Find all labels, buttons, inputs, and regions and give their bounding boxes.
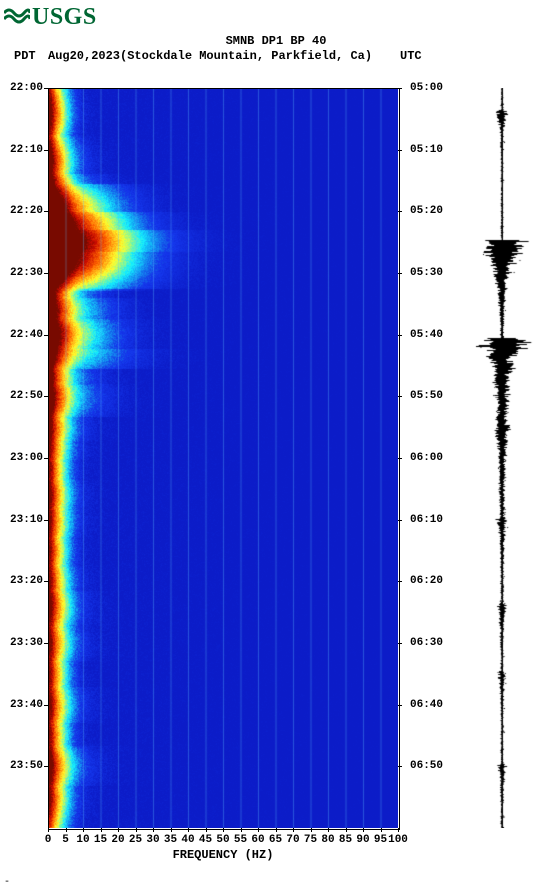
spectrogram-plot (48, 88, 398, 828)
y-tick-left: 22:20 (10, 205, 43, 217)
x-tick: 75 (304, 834, 317, 846)
x-tick: 25 (129, 834, 142, 846)
x-tick: 40 (181, 834, 194, 846)
y-tick-left: 23:00 (10, 452, 43, 464)
x-tick: 95 (374, 834, 387, 846)
x-tick: 5 (62, 834, 69, 846)
corner-mark: - (4, 877, 10, 888)
y-tick-left: 22:40 (10, 329, 43, 341)
x-tick: 0 (45, 834, 52, 846)
y-tick-right: 05:20 (410, 205, 443, 217)
y-tick-right: 06:50 (410, 760, 443, 772)
usgs-logo: USGS (4, 4, 97, 31)
tz-right-label: UTC (400, 49, 422, 63)
logo-text: USGS (32, 4, 97, 31)
x-axis-label: FREQUENCY (HZ) (48, 848, 398, 862)
x-tick: 70 (286, 834, 299, 846)
y-tick-right: 05:10 (410, 144, 443, 156)
y-tick-left: 23:20 (10, 575, 43, 587)
y-tick-left: 22:50 (10, 390, 43, 402)
tz-left-label: PDT (14, 49, 36, 63)
x-tick: 65 (269, 834, 282, 846)
x-tick: 20 (111, 834, 124, 846)
y-tick-left: 23:50 (10, 760, 43, 772)
x-tick: 100 (388, 834, 408, 846)
x-tick: 60 (251, 834, 264, 846)
y-tick-left: 22:30 (10, 267, 43, 279)
x-tick: 80 (321, 834, 334, 846)
y-tick-right: 06:20 (410, 575, 443, 587)
x-tick: 35 (164, 834, 177, 846)
y-tick-left: 23:40 (10, 699, 43, 711)
x-tick: 30 (146, 834, 159, 846)
y-tick-right: 05:00 (410, 82, 443, 94)
y-tick-left: 22:10 (10, 144, 43, 156)
x-tick: 15 (94, 834, 107, 846)
y-tick-left: 23:30 (10, 637, 43, 649)
y-tick-right: 05:40 (410, 329, 443, 341)
x-tick: 90 (356, 834, 369, 846)
x-tick: 50 (216, 834, 229, 846)
y-tick-right: 06:40 (410, 699, 443, 711)
y-tick-right: 06:30 (410, 637, 443, 649)
y-tick-left: 23:10 (10, 514, 43, 526)
spectrogram-canvas (48, 88, 398, 828)
y-tick-right: 05:50 (410, 390, 443, 402)
x-tick: 85 (339, 834, 352, 846)
seismogram-trace (460, 88, 545, 828)
y-tick-right: 06:00 (410, 452, 443, 464)
trace-canvas (460, 88, 545, 828)
logo-wave-icon (4, 5, 30, 30)
y-tick-right: 05:30 (410, 267, 443, 279)
x-tick: 55 (234, 834, 247, 846)
y-tick-right: 06:10 (410, 514, 443, 526)
x-tick: 10 (76, 834, 89, 846)
x-tick: 45 (199, 834, 212, 846)
y-tick-left: 22:00 (10, 82, 43, 94)
station-label: Aug20,2023(Stockdale Mountain, Parkfield… (48, 49, 372, 63)
chart-title: SMNB DP1 BP 40 (0, 34, 552, 48)
